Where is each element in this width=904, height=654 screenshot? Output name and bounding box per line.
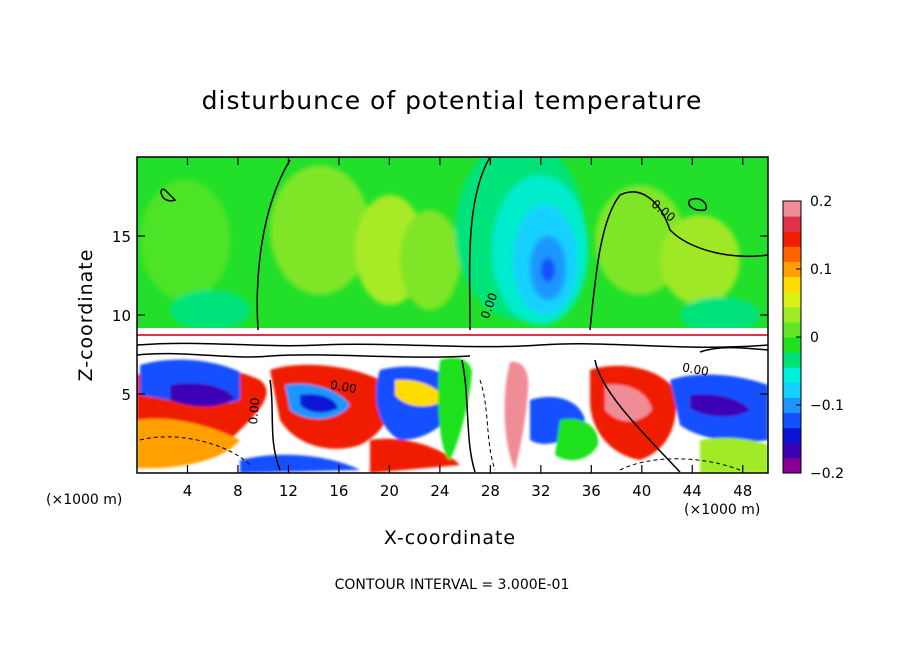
x-tick-label: 8 — [233, 482, 243, 500]
colorbar-swatch — [783, 246, 801, 262]
contour-label: 0.00 — [246, 397, 262, 425]
x-tick-label: 12 — [279, 482, 298, 500]
colorbar: 0.2 0.1 0 −0.1 −0.2 — [782, 194, 844, 482]
colorbar-swatch — [783, 231, 801, 247]
colorbar-swatch — [783, 201, 801, 217]
x-tick-label: 36 — [582, 482, 601, 500]
x-tick-label: 40 — [632, 482, 651, 500]
colorbar-tick-label: 0.1 — [810, 262, 832, 278]
x-tick-label: 28 — [481, 482, 500, 500]
colorbar-tick-label: −0.2 — [810, 466, 844, 482]
x-unit-label-right: (×1000 m) — [684, 502, 761, 518]
contour-label: 0.00 — [681, 360, 710, 378]
colorbar-swatch — [783, 291, 801, 308]
x-axis-label: X-coordinate — [383, 527, 517, 549]
colorbar-swatch — [783, 216, 801, 232]
y-axis: 5 10 15 — [112, 228, 768, 404]
y-tick-label: 15 — [112, 228, 131, 246]
x-tick-label: 32 — [531, 482, 550, 500]
x-tick-label: 24 — [430, 482, 449, 500]
field-image — [137, 157, 768, 473]
colorbar-swatch — [783, 306, 801, 323]
x-tick-label: 48 — [733, 482, 752, 500]
x-axis: 4 8 12 16 20 24 28 32 36 40 44 48 — [183, 157, 752, 500]
colorbar-swatch — [783, 457, 801, 474]
colorbar-swatch — [783, 261, 801, 278]
colorbar-swatch — [783, 397, 801, 414]
colorbar-swatch — [783, 442, 801, 459]
colorbar-swatch — [783, 276, 801, 293]
colorbar-swatch — [783, 321, 801, 338]
colorbar-swatch — [783, 352, 801, 368]
colorbar-swatch — [783, 382, 801, 398]
colorbar-tick-label: −0.1 — [810, 398, 844, 414]
colorbar-swatch — [783, 427, 801, 444]
colorbar-tick-label: 0 — [810, 330, 819, 346]
x-tick-label: 4 — [183, 482, 193, 500]
colorbar-swatch — [783, 412, 801, 429]
colorbar-tick-label: 0.2 — [810, 194, 832, 210]
x-tick-label: 16 — [329, 482, 348, 500]
chart-title: disturbunce of potential temperature — [201, 86, 703, 115]
y-tick-label: 10 — [112, 307, 131, 325]
colorbar-swatch — [783, 367, 801, 383]
y-tick-label: 5 — [121, 386, 131, 404]
contour-label: 0.00 — [329, 378, 358, 396]
contour-interval-note: CONTOUR INTERVAL = 3.000E-01 — [334, 577, 570, 593]
y-axis-label: Z-coordinate — [75, 248, 97, 382]
x-unit-label-left: (×1000 m) — [46, 492, 123, 508]
colorbar-swatch — [783, 337, 801, 353]
x-tick-label: 44 — [683, 482, 702, 500]
x-tick-label: 20 — [380, 482, 399, 500]
